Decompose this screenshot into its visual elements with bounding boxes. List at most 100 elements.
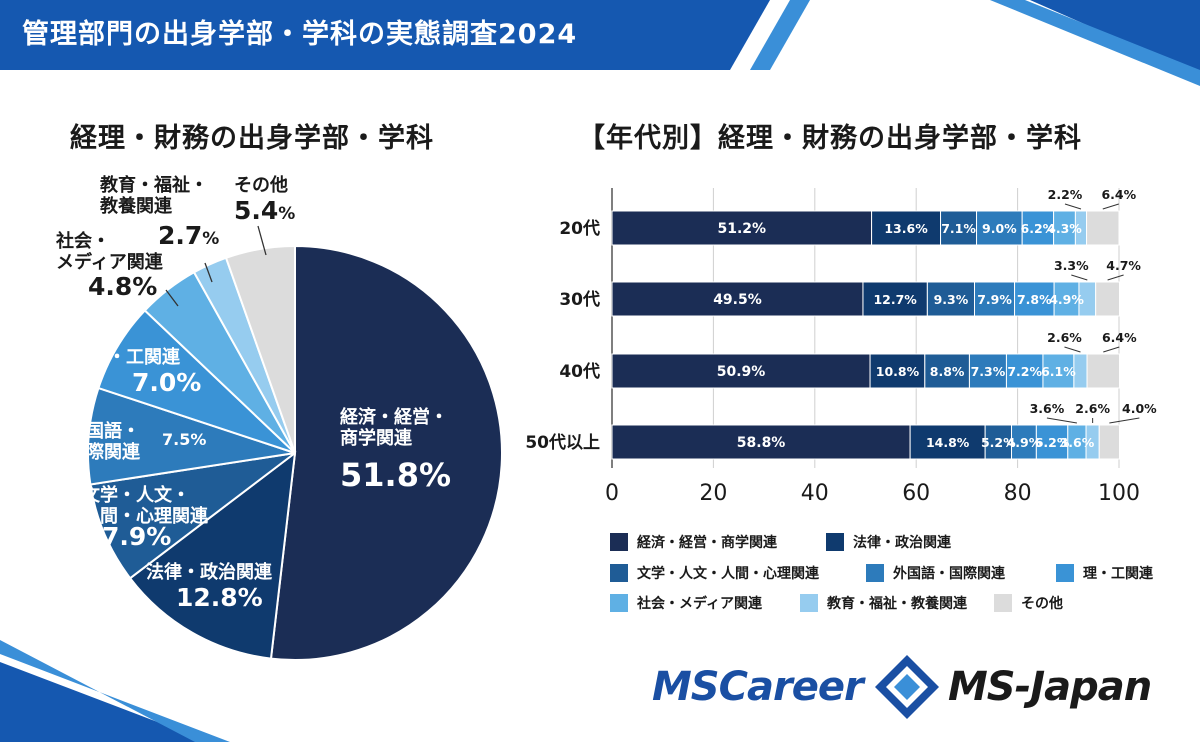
legend-item-rikou: 理・工関連 [1056, 563, 1153, 583]
pie-label-sonota-value: 5.4 [234, 195, 279, 225]
bar-value-label: 7.1% [941, 221, 976, 236]
pie-label-shakai-line2: メディア関連 [56, 251, 163, 273]
bar-segment [976, 210, 1023, 246]
bar-segment [909, 424, 986, 460]
bar-chart-title: 【年代別】経理・財務の出身学部・学科 [578, 123, 1082, 154]
bar-segment [869, 353, 926, 389]
bar-value-label: 4.9% [1049, 292, 1084, 307]
pie-label-keizai-value: 51.8% [340, 456, 452, 495]
pie-label-rikou: 理・工関連 7.0% [90, 347, 202, 397]
legend-swatch [1056, 564, 1074, 582]
bar-segment [1073, 353, 1088, 389]
pie-label-hou-line1: 法律・政治関連 [146, 562, 272, 583]
legend-label: 文学・人文・人間・心理関連 [637, 566, 819, 582]
mscareer-logo: MSCareer [652, 664, 864, 710]
pie-leader-line [204, 262, 213, 283]
bar-value-label: 6.4% [1102, 330, 1137, 345]
bar-value-label: 2.6% [1047, 330, 1082, 345]
bar-value-label: 4.3% [1047, 221, 1082, 236]
bar-leader-line [1102, 203, 1119, 210]
pie-label-hou-value: 12.8% [176, 582, 263, 612]
bar-segment [926, 281, 976, 317]
pie-label-gaikokugo-line2: 国際関連 [68, 441, 140, 463]
bar-value-label: 7.3% [971, 364, 1006, 379]
bar-value-label: 6.2% [1035, 435, 1070, 450]
pie-label-kyouiku: 教育・福祉・ 教養関連 [100, 175, 208, 217]
legend-item-kyouiku: 教育・福祉・教養関連 [800, 593, 967, 613]
legend-item-gaikokugo: 外国語・国際関連 [866, 563, 1005, 583]
bar-value-label: 4.0% [1122, 401, 1157, 416]
legend-item-bungaku: 文学・人文・人間・心理関連 [610, 563, 819, 583]
legend-label: 経済・経営・商学関連 [637, 535, 777, 551]
bar-value-label: 51.2% [718, 221, 767, 237]
bar-value-label: 49.5% [713, 292, 762, 308]
legend-label: 理・工関連 [1083, 566, 1153, 582]
pie-label-kyouiku-line2: 教養関連 [100, 195, 172, 217]
legend-swatch [826, 533, 844, 551]
bar-value-label: 3.6% [1030, 401, 1065, 416]
pie-label-gaikokugo: 外国語・ 国際関連 [68, 421, 140, 463]
bar-leader-line [1071, 274, 1088, 281]
x-tick-label: 20 [699, 481, 727, 506]
pie-label-bungaku-line2: 人間・心理関連 [82, 505, 208, 527]
bar-segment [1086, 353, 1121, 389]
legend-swatch [800, 594, 818, 612]
page-title: 管理部門の出身学部・学科の実態調査2024 [22, 19, 578, 50]
pie-slice [87, 386, 296, 486]
pie-label-hou: 法律・政治関連 12.8% [146, 562, 272, 612]
bar-value-label: 3.6% [1060, 435, 1095, 450]
bar-value-label: 58.8% [737, 435, 786, 451]
bar-value-label: 6.2% [1021, 221, 1056, 236]
pie-label-shakai-value: 4.8% [88, 272, 158, 302]
pie-label-keizai-line1: 経済・経営・ [340, 407, 448, 428]
bar-value-label: 14.8% [926, 435, 970, 450]
legend-label: 法律・政治関連 [853, 535, 951, 551]
x-tick-label: 0 [605, 481, 619, 506]
pie-label-kyouiku-pct: % [202, 229, 220, 249]
pie-label-bungaku: 文学・人文・ 人間・心理関連 7.9% [82, 485, 208, 552]
bar-leader-line [1103, 346, 1120, 353]
bar-value-label: 6.1% [1041, 364, 1076, 379]
bar-value-label: 10.8% [876, 364, 920, 379]
bar-leader-line [1109, 417, 1140, 424]
bar-value-label: 7.9% [977, 292, 1012, 307]
bar-segment [974, 281, 1016, 317]
pie-label-rikou-line1: 理・工関連 [90, 347, 180, 368]
pie-label-rikou-value: 7.0% [132, 367, 202, 397]
pie-label-bungaku-line1: 文学・人文・ [82, 485, 190, 506]
header-stripe [750, 0, 810, 70]
x-tick-label: 40 [801, 481, 829, 506]
pie-label-gaikokugo-value: 7.5% [162, 430, 207, 449]
bar-segment [984, 424, 1013, 460]
legend-label: 社会・メディア関連 [637, 596, 763, 612]
legend-swatch [610, 533, 628, 551]
legend-label: 外国語・国際関連 [893, 566, 1005, 582]
x-tick-label: 60 [902, 481, 930, 506]
msjapan-logo: MS-Japan [948, 664, 1152, 710]
header-banner [0, 0, 770, 70]
legend-swatch [994, 594, 1012, 612]
corner-top-right-accent [990, 0, 1200, 86]
pie-label-kyouiku-line1: 教育・福祉・ [100, 175, 208, 196]
pie-label-kyouiku-value: 2.7 [158, 221, 203, 250]
bar-value-label: 50.9% [717, 364, 766, 380]
bar-value-label: 13.6% [884, 221, 928, 236]
category-label: 40代 [559, 361, 600, 382]
bar-leader-line [1064, 346, 1081, 353]
pie-label-sonota-line1: その他 [234, 175, 288, 196]
pie-slice [224, 244, 296, 454]
bar-value-label: 9.3% [934, 292, 969, 307]
legend-label: その他 [1021, 596, 1063, 612]
bar-segment [1014, 281, 1055, 317]
bar-value-label: 6.4% [1101, 187, 1136, 202]
pie-label-gaikokugo-line1: 外国語・ [68, 421, 140, 442]
bar-leader-line [1107, 274, 1124, 281]
category-label: 50代以上 [525, 432, 600, 453]
pie-label-sonota: その他 5.4% [234, 175, 295, 225]
bar-value-label: 9.0% [982, 221, 1017, 236]
x-tick-label: 80 [1004, 481, 1032, 506]
bar-segment [1095, 281, 1121, 317]
pie-leader-line [165, 289, 179, 307]
